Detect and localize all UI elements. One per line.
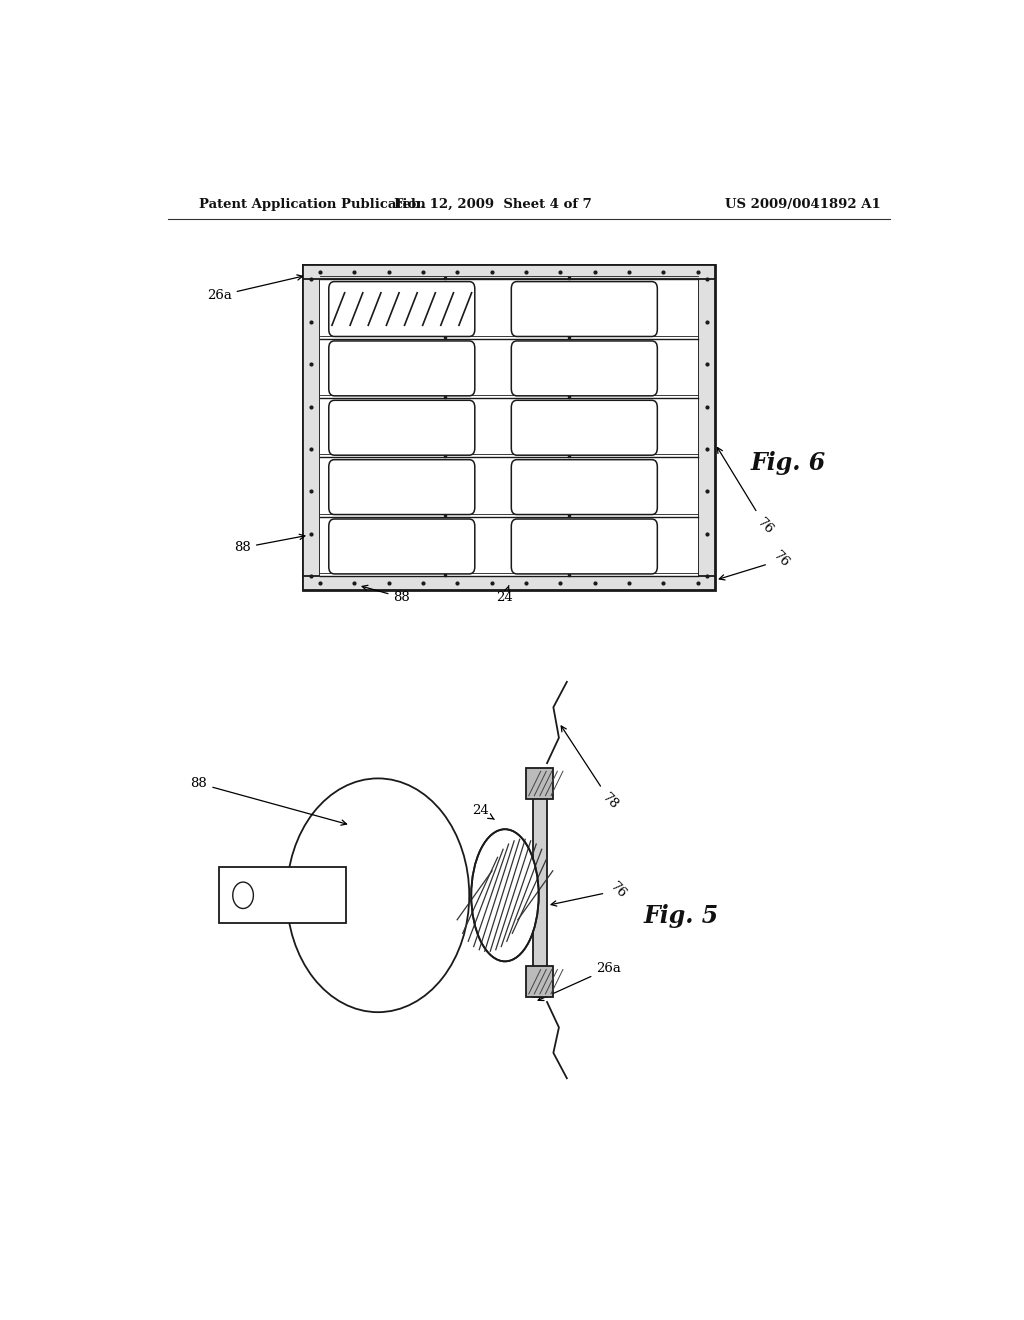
Circle shape	[232, 882, 253, 908]
Text: US 2009/0041892 A1: US 2009/0041892 A1	[725, 198, 881, 211]
Bar	[303, 572, 316, 590]
Bar	[526, 966, 553, 997]
Text: Fig. 5: Fig. 5	[644, 904, 719, 928]
Text: 76: 76	[718, 447, 776, 537]
Text: Fig. 6: Fig. 6	[751, 451, 826, 475]
Text: 26a: 26a	[207, 275, 302, 302]
Bar	[532, 793, 547, 997]
Bar	[526, 768, 553, 799]
FancyBboxPatch shape	[329, 459, 475, 515]
Bar	[303, 265, 316, 284]
Text: 24: 24	[497, 586, 513, 605]
Ellipse shape	[471, 829, 539, 961]
Text: 88: 88	[362, 585, 411, 605]
Bar	[321, 280, 697, 339]
Bar	[321, 517, 697, 576]
Bar	[321, 399, 697, 458]
Text: 88: 88	[234, 535, 305, 554]
Text: 24: 24	[472, 804, 495, 820]
Bar	[701, 572, 715, 590]
Bar	[303, 265, 321, 590]
FancyBboxPatch shape	[329, 400, 475, 455]
Bar	[303, 265, 715, 590]
FancyBboxPatch shape	[511, 341, 657, 396]
Bar	[303, 576, 715, 590]
Text: Feb. 12, 2009  Sheet 4 of 7: Feb. 12, 2009 Sheet 4 of 7	[394, 198, 592, 211]
Bar	[321, 458, 697, 517]
Text: 78: 78	[561, 726, 622, 812]
FancyBboxPatch shape	[329, 519, 475, 574]
Bar	[219, 867, 346, 923]
FancyBboxPatch shape	[511, 281, 657, 337]
Circle shape	[287, 779, 469, 1012]
FancyBboxPatch shape	[329, 281, 475, 337]
Text: 76: 76	[719, 549, 792, 579]
FancyBboxPatch shape	[511, 459, 657, 515]
Text: 88: 88	[190, 777, 346, 825]
Bar	[697, 265, 715, 590]
Bar	[701, 265, 715, 284]
FancyBboxPatch shape	[511, 519, 657, 574]
FancyBboxPatch shape	[511, 400, 657, 455]
Bar	[321, 339, 697, 399]
Text: 76: 76	[551, 879, 630, 906]
Bar	[303, 265, 715, 280]
FancyBboxPatch shape	[329, 341, 475, 396]
Text: Patent Application Publication: Patent Application Publication	[200, 198, 426, 211]
Text: 26a: 26a	[539, 962, 622, 1001]
